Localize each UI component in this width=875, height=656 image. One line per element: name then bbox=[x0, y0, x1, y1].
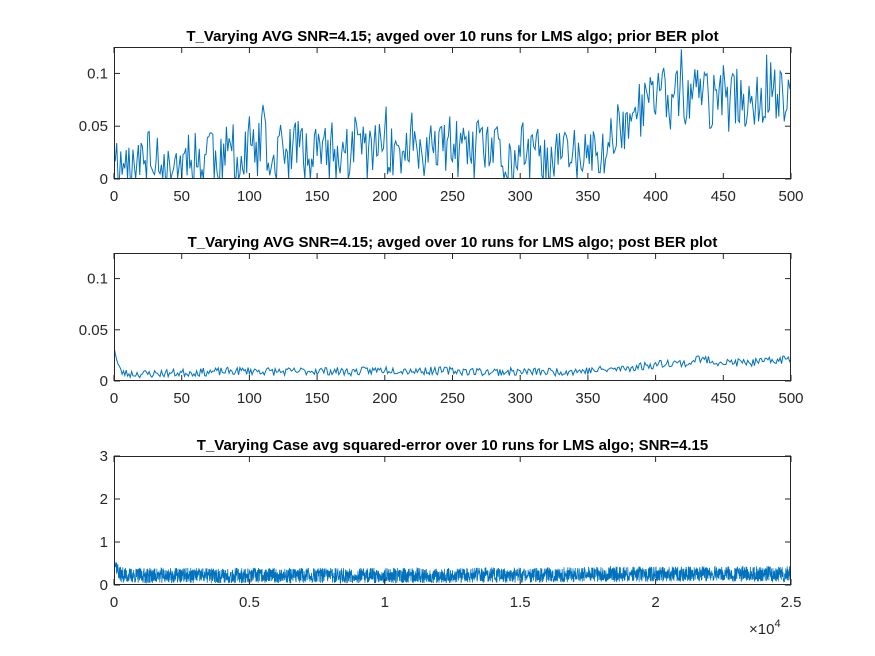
x-tick-label: 100 bbox=[237, 188, 262, 205]
x-tick-label: 500 bbox=[778, 188, 803, 205]
x-tick-label: 50 bbox=[173, 390, 190, 407]
chart-title: T_Varying AVG SNR=4.15; avged over 10 ru… bbox=[188, 234, 718, 251]
y-tick-label: 1 bbox=[100, 534, 108, 551]
x-tick-label: 250 bbox=[440, 188, 465, 205]
x-tick-label: 2.5 bbox=[781, 594, 802, 611]
axes-container: 0 50 100 150 200 250 300 350 400 450 50000.050.1T_… bbox=[79, 28, 804, 638]
y-tick-label: 0.1 bbox=[87, 65, 108, 82]
x-tick-label: 300 bbox=[508, 390, 533, 407]
x-tick-label: 400 bbox=[643, 390, 668, 407]
x-axis-exponent-power: 4 bbox=[774, 618, 780, 630]
x-tick-label: 500 bbox=[778, 390, 803, 407]
x-tick-label: 0 bbox=[110, 390, 118, 407]
x-tick-label: 150 bbox=[305, 188, 330, 205]
y-tick-label: 0 bbox=[100, 373, 108, 390]
x-tick-label: 350 bbox=[575, 390, 600, 407]
y-tick-label: 0.05 bbox=[79, 322, 108, 339]
x-tick-label: 1.5 bbox=[510, 594, 531, 611]
subplot-3: 0 0.5 1 1.5 2 2.5 0 1 2 3 T_Varying Case avg squar… bbox=[100, 437, 802, 638]
x-tick-label: 200 bbox=[372, 188, 397, 205]
x-tick-label: 1 bbox=[381, 594, 389, 611]
x-tick-label: 150 bbox=[305, 390, 330, 407]
series-line bbox=[114, 347, 791, 379]
x-tick-label: 200 bbox=[372, 390, 397, 407]
x-tick-label: 450 bbox=[711, 390, 736, 407]
x-tick-label: 350 bbox=[575, 188, 600, 205]
y-tick-label: 2 bbox=[100, 491, 108, 508]
y-tick-label: 0.1 bbox=[87, 271, 108, 288]
y-tick-label: 0 bbox=[100, 577, 108, 594]
x-tick-label: 2 bbox=[651, 594, 659, 611]
axes-frame bbox=[114, 456, 791, 585]
x-tick-label: 400 bbox=[643, 188, 668, 205]
y-tick-label: 0.05 bbox=[79, 118, 108, 135]
subplot-2: 0 50 100 150 200 250 300 350 400 450 500 0 0.05 0.1 T_… bbox=[79, 234, 804, 407]
series-line bbox=[114, 49, 791, 179]
x-tick-label: 450 bbox=[711, 188, 736, 205]
x-axis-exponent-base: ×10 bbox=[749, 621, 774, 638]
x-tick-label: 250 bbox=[440, 390, 465, 407]
axes-background bbox=[114, 456, 791, 585]
x-tick-label: 0 bbox=[110, 188, 118, 205]
x-tick-label: 300 bbox=[508, 188, 533, 205]
x-axis-exponent: ×104 bbox=[749, 618, 781, 638]
series-line bbox=[114, 547, 791, 585]
x-tick-label: 50 bbox=[173, 188, 190, 205]
x-tick-label: 0 bbox=[110, 594, 118, 611]
y-tick-label: 0 bbox=[100, 171, 108, 188]
x-tick-label: 0.5 bbox=[239, 594, 260, 611]
axes-background bbox=[114, 253, 791, 381]
x-tick-label: 100 bbox=[237, 390, 262, 407]
chart-title: T_Varying AVG SNR=4.15; avged over 10 ru… bbox=[186, 28, 718, 45]
y-tick-label: 3 bbox=[100, 448, 108, 465]
subplot-1: 0 50 100 150 200 250 300 350 400 450 500 0 0.05 0.1 T_… bbox=[79, 28, 804, 205]
chart-title: T_Varying Case avg squared-error over 10… bbox=[197, 437, 708, 454]
